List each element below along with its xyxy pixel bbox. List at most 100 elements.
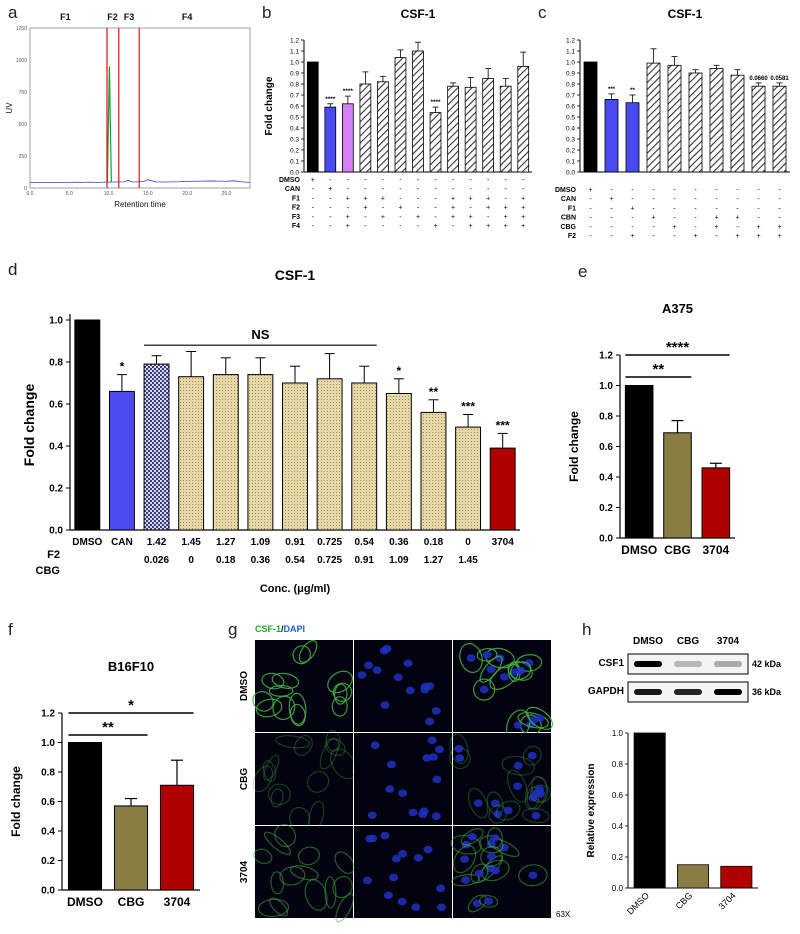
- cell-signal: [334, 851, 355, 875]
- y-tick-label: 0.6: [566, 104, 575, 111]
- cell-signal: [452, 844, 477, 874]
- bar: [482, 78, 494, 173]
- nucleus: [408, 808, 418, 817]
- bar: [178, 376, 205, 531]
- nucleus: [364, 661, 374, 670]
- x-tick-label: 20.0: [182, 191, 192, 197]
- condition-mark: +: [651, 215, 655, 222]
- cell-signal: [524, 776, 548, 811]
- condition-mark: -: [312, 186, 315, 193]
- condition-mark: -: [347, 186, 350, 193]
- condition-mark: +: [311, 177, 315, 184]
- y-tick-label: 0.5: [290, 115, 299, 122]
- y-axis-label: Relative expression: [586, 764, 597, 858]
- condition-mark: -: [652, 187, 655, 194]
- nucleus: [397, 897, 407, 906]
- condition-row-label: CAN: [285, 186, 300, 193]
- bar: [159, 784, 195, 891]
- y-tick-label: 500: [19, 122, 28, 128]
- blot-band: [634, 661, 662, 667]
- nucleus: [370, 741, 380, 749]
- condition-row-label: F1: [568, 205, 576, 212]
- bar: [709, 68, 724, 173]
- blot-lane-label: CBG: [677, 636, 699, 647]
- condition-mark: -: [673, 187, 676, 194]
- blot-size-label: 36 kDa: [752, 687, 782, 697]
- x-tick-label: 5.0: [66, 191, 73, 197]
- condition-mark: -: [505, 177, 508, 184]
- chart-title: B16F10: [108, 659, 154, 674]
- bar: [429, 112, 442, 173]
- nucleus: [393, 673, 403, 682]
- condition-mark: -: [382, 177, 385, 184]
- condition-mark: -: [347, 205, 350, 212]
- bar: [688, 72, 703, 173]
- condition-mark: -: [505, 195, 508, 202]
- significance-label: **: [630, 88, 635, 94]
- nucleus: [418, 810, 428, 819]
- bar: [306, 61, 319, 173]
- microscopy-image: [255, 733, 353, 825]
- bar: [282, 382, 308, 531]
- blot-band: [714, 661, 742, 667]
- y-tick-label: 0.6: [49, 400, 63, 411]
- category-label: DMSO: [621, 543, 657, 557]
- cbg-value-label: 1.27: [424, 555, 444, 566]
- y-axis-label: Fold change: [9, 766, 23, 837]
- condition-mark: -: [610, 224, 613, 231]
- condition-mark: +: [521, 205, 525, 212]
- blot-band: [674, 689, 702, 695]
- cell-signal: [272, 695, 296, 721]
- condition-mark: -: [347, 177, 350, 184]
- condition-mark: +: [398, 205, 402, 212]
- bar: [583, 61, 598, 173]
- panel-label-d: d: [8, 260, 18, 279]
- condition-mark: +: [363, 195, 367, 202]
- cell-signal: [460, 828, 484, 846]
- condition-mark: -: [434, 214, 437, 221]
- y-axis-label: UV: [5, 102, 14, 114]
- condition-mark: -: [382, 186, 385, 193]
- nucleus: [490, 799, 500, 808]
- condition-mark: -: [736, 205, 739, 212]
- f2-value-label: DMSO: [72, 537, 102, 548]
- nucleus: [389, 873, 399, 882]
- blot-band: [674, 661, 702, 667]
- condition-mark: -: [589, 233, 592, 240]
- nucleus: [534, 714, 544, 723]
- condition-mark: +: [735, 215, 739, 222]
- condition-mark: -: [364, 214, 367, 221]
- cell-signal: [332, 875, 353, 899]
- nucleus: [527, 751, 537, 760]
- panel-label-g: g: [228, 620, 238, 639]
- cbg-value-label: 0.54: [285, 555, 305, 566]
- significance-label: ***: [608, 87, 616, 93]
- condition-mark: -: [715, 205, 718, 212]
- x-tick-label: 15.0: [143, 191, 153, 197]
- y-tick-label: 0.4: [290, 126, 299, 133]
- condition-row-label: F2: [292, 205, 300, 212]
- x-tick-label: 0.0: [27, 191, 34, 197]
- y-tick-label: 1000: [16, 58, 27, 64]
- condition-row-label: CBN: [561, 215, 576, 222]
- significance-label: *: [397, 364, 402, 378]
- nucleus: [490, 866, 500, 875]
- csf1-fraction-bar-chart: CSF-1 Fold change 0.0 0.1 0.2 0.3 0.4 0.5 0.6 0.7…: [264, 7, 532, 230]
- condition-mark: -: [487, 186, 490, 193]
- cell-signal: [448, 747, 471, 770]
- y-tick-label: 1.1: [290, 49, 299, 56]
- chromatogram-trace: [29, 179, 251, 184]
- category-label: 3704: [164, 895, 191, 909]
- y-tick-label: 1.0: [41, 738, 55, 749]
- condition-mark: -: [715, 187, 718, 194]
- condition-mark: -: [312, 223, 315, 230]
- nucleus: [431, 812, 441, 820]
- condition-mark: -: [778, 205, 781, 212]
- significance-label: **: [429, 385, 439, 399]
- y-tick-label: 0.0: [290, 170, 299, 177]
- cell-signal: [486, 827, 503, 849]
- bar: [420, 411, 447, 531]
- nucleus: [432, 775, 442, 784]
- significance-label: **: [652, 361, 664, 378]
- condition-mark: +: [469, 223, 473, 230]
